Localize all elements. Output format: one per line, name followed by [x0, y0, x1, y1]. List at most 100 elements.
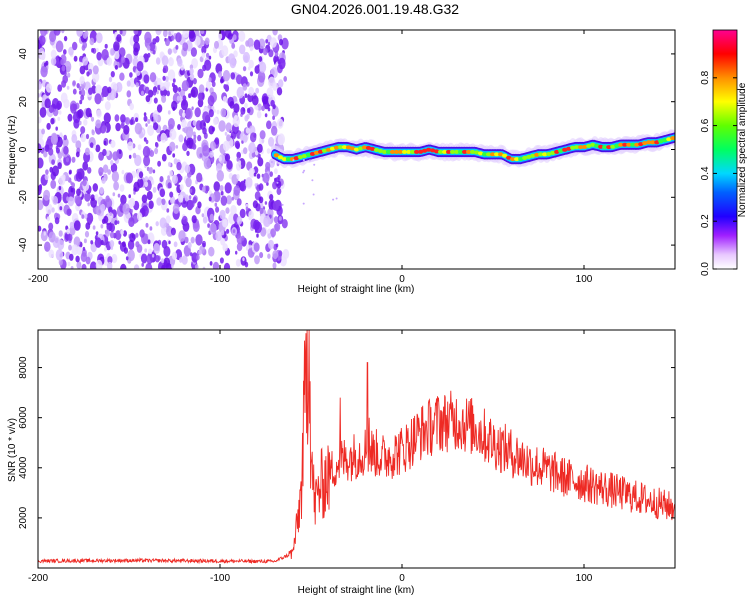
noise-speckle	[268, 205, 272, 210]
noise-speckle	[107, 256, 113, 265]
noise-speckle	[182, 127, 185, 132]
noise-speckle	[163, 64, 169, 74]
noise-speckle	[166, 90, 170, 97]
noise-speckle	[218, 120, 226, 132]
noise-speckle	[208, 55, 212, 60]
noise-speckle	[208, 246, 215, 257]
noise-speckle	[243, 55, 249, 63]
noise-speckle	[80, 133, 87, 143]
noise-speckle	[103, 215, 109, 224]
noise-speckle	[155, 30, 162, 36]
noise-speckle	[82, 41, 87, 49]
noise-speckle	[283, 76, 288, 82]
bottom-plot-frame	[37, 329, 676, 569]
noise-speckle	[220, 78, 224, 84]
noise-speckle	[233, 185, 241, 196]
noise-speckle	[254, 221, 262, 234]
colorbar-ticks: 0.0 0.2 0.4 0.6 0.8	[700, 70, 737, 276]
noise-speckle	[217, 71, 223, 78]
noise-speckle	[274, 168, 278, 175]
noise-speckle	[236, 151, 241, 159]
noise-speckle	[46, 216, 51, 222]
noise-speckle	[132, 57, 139, 67]
noise-speckle	[156, 104, 163, 113]
colorbar-tick-label: 0.2	[700, 214, 711, 228]
noise-speckle	[135, 241, 140, 248]
noise-speckle	[53, 30, 61, 36]
noise-speckle	[122, 203, 130, 215]
noise-speckle	[232, 34, 237, 41]
noise-speckle	[194, 36, 201, 46]
noise-speckle	[143, 115, 148, 122]
noise-speckle	[52, 165, 59, 177]
top-y-tick-label: 20	[18, 96, 29, 108]
noise-speckle	[130, 208, 133, 214]
noise-speckle	[129, 77, 136, 88]
noise-speckle	[247, 37, 254, 48]
noise-speckle	[118, 149, 122, 154]
ridge-core	[317, 149, 324, 154]
ridge-core	[273, 153, 279, 158]
noise-speckle	[75, 255, 80, 263]
noise-speckle	[49, 166, 53, 173]
noise-speckle	[115, 122, 121, 132]
noise-speckle	[90, 116, 95, 122]
noise-speckle	[50, 49, 57, 59]
ridge-core	[622, 142, 628, 147]
noise-speckle	[148, 167, 153, 175]
noise-speckle	[260, 227, 267, 237]
noise-speckle	[155, 36, 160, 43]
ridge-core	[538, 152, 544, 157]
ridge-core	[598, 144, 604, 149]
noise-speckle	[248, 86, 255, 96]
noise-speckle	[48, 249, 55, 258]
noise-speckle	[156, 90, 159, 95]
noise-speckle	[144, 248, 148, 253]
noise-speckle	[248, 244, 252, 249]
ridge-core	[393, 149, 400, 154]
top-y-tick-label: -40	[18, 237, 29, 252]
noise-speckle	[51, 159, 55, 166]
noise-speckle	[41, 128, 45, 135]
noise-speckle	[58, 259, 63, 266]
noise-speckle	[70, 181, 73, 186]
noise-speckle	[143, 74, 150, 84]
noise-speckle	[199, 56, 204, 63]
noise-speckle	[167, 69, 176, 81]
noise-speckle	[44, 241, 51, 252]
noise-speckle	[267, 41, 271, 46]
noise-speckle	[203, 122, 206, 127]
noise-speckle	[187, 242, 192, 249]
noise-speckle	[109, 212, 112, 216]
ridge-core	[442, 149, 448, 154]
noise-speckle	[51, 207, 55, 213]
noise-speckle	[163, 257, 171, 268]
noise-speckle	[75, 140, 82, 150]
noise-speckle	[211, 105, 215, 111]
noise-speckle	[171, 251, 178, 260]
noise-speckle	[161, 264, 166, 269]
noise-speckle	[126, 90, 132, 98]
noise-speckle	[262, 47, 268, 56]
noise-speckle	[177, 57, 183, 67]
noise-speckle	[224, 131, 228, 136]
ridge-core	[646, 140, 652, 145]
noise-speckle	[112, 192, 116, 197]
noise-speckle	[167, 161, 172, 167]
noise-speckle	[181, 119, 187, 128]
ridge-core	[670, 136, 675, 141]
noise-speckle	[61, 65, 66, 72]
noise-speckle	[169, 191, 174, 198]
noise-speckle	[190, 236, 195, 244]
noise-speckle	[235, 259, 241, 267]
noise-speckle	[82, 179, 87, 187]
noise-speckle	[160, 226, 168, 236]
noise-speckle	[144, 176, 149, 182]
noise-speckle	[65, 157, 70, 163]
ridge-core	[293, 156, 299, 161]
noise-speckle	[268, 239, 274, 250]
noise-speckle	[136, 61, 144, 72]
noise-speckle	[236, 86, 244, 99]
noise-speckle	[209, 213, 214, 221]
noise-speckle	[104, 247, 107, 252]
